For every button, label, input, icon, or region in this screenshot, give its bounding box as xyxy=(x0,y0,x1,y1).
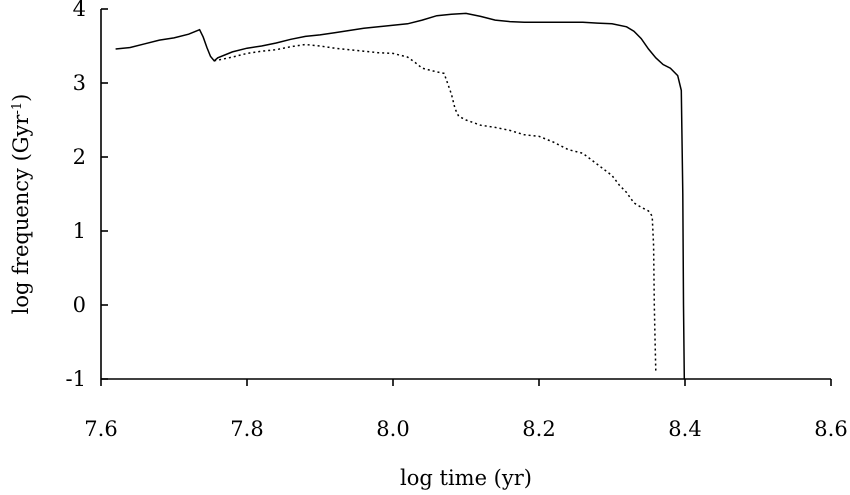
y-axis-title-superscript: -1 xyxy=(10,102,25,115)
x-tick-label: 7.8 xyxy=(230,417,263,441)
x-tick-label: 8.4 xyxy=(668,417,701,441)
x-axis-title: log time (yr) xyxy=(400,466,532,490)
y-tick-label: 4 xyxy=(73,0,86,21)
y-tick-label: -1 xyxy=(66,367,86,391)
solid-series-line xyxy=(115,12,686,380)
axes xyxy=(100,9,831,380)
x-tick-label: 7.6 xyxy=(84,417,117,441)
x-tick-label: 8.0 xyxy=(376,417,409,441)
y-tick-label: 1 xyxy=(73,219,86,243)
y-tick-label: 2 xyxy=(73,145,86,169)
y-axis-title-close: ) xyxy=(9,94,33,102)
y-tick-label: 0 xyxy=(73,293,86,317)
y-axis-title: log frequency (Gyr-1) xyxy=(9,94,33,315)
ticks: 7.6 7.8 8.0 8.2 8.4 8.6 -1 0 1 2 3 4 xyxy=(66,0,848,441)
y-tick-label: 3 xyxy=(73,71,86,95)
y-axis-title-main: log frequency (Gyr xyxy=(9,114,33,315)
x-tick-label: 8.6 xyxy=(814,417,847,441)
x-tick-label: 8.2 xyxy=(522,417,555,441)
dotted-series-line xyxy=(214,43,657,372)
plot-series xyxy=(115,12,686,380)
